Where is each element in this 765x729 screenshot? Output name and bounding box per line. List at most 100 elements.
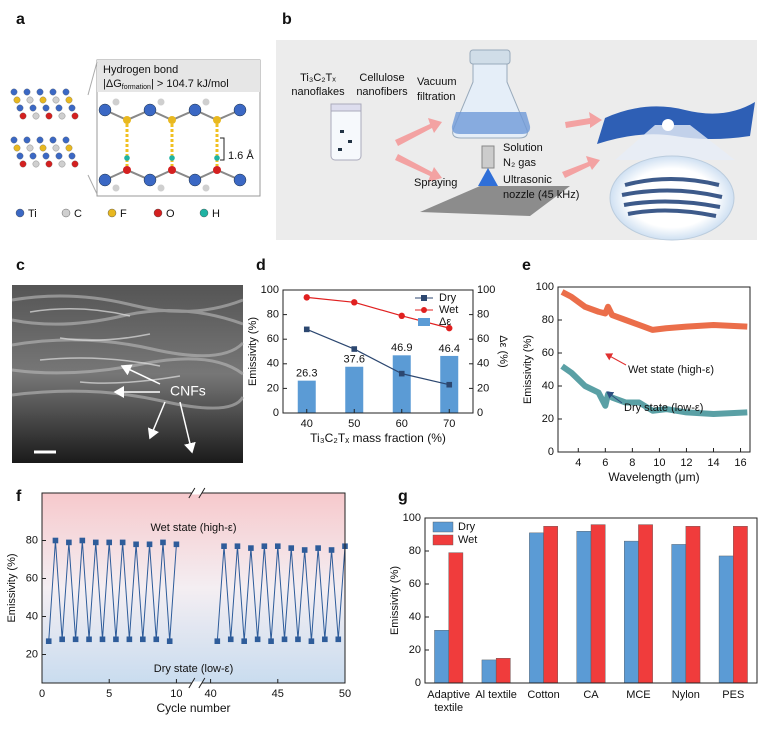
annotation: Wet state (high-ε) <box>150 522 236 534</box>
cnf-label: CNFs <box>170 383 206 399</box>
bar <box>590 524 606 684</box>
x-tick-label: 5 <box>106 688 112 700</box>
marker <box>281 636 288 643</box>
x-tick-label: 4 <box>575 457 581 469</box>
atom <box>123 166 131 174</box>
y-tick-label: 20 <box>26 648 38 660</box>
data-line <box>216 545 346 642</box>
x-axis-label: Cycle number <box>156 701 230 715</box>
atom <box>62 136 70 144</box>
atom <box>168 116 176 124</box>
atom <box>233 103 247 117</box>
y2-axis-label: Δε (%) <box>497 335 509 367</box>
marker <box>146 541 153 548</box>
nozzle <box>481 145 495 169</box>
flow-arrow <box>562 156 600 178</box>
y-tick-label: 20 <box>409 644 421 656</box>
atom <box>29 152 37 160</box>
marker <box>351 346 358 352</box>
x-tick-label: 60 <box>396 418 408 430</box>
y-tick-label: 100 <box>261 284 279 296</box>
legend-symbol <box>199 208 209 218</box>
marker <box>398 370 405 377</box>
atom <box>32 112 40 120</box>
x-tick-label: 8 <box>629 457 635 469</box>
panel-label: f <box>16 488 22 505</box>
arrow <box>147 401 166 440</box>
atom <box>58 160 66 168</box>
zoom-beam <box>615 125 735 160</box>
film <box>597 102 755 144</box>
bar <box>638 524 653 684</box>
marker <box>315 545 321 551</box>
atom <box>169 155 175 161</box>
inset-title: Hydrogen bond <box>103 64 178 76</box>
marker <box>160 539 166 546</box>
x-tick-label: 45 <box>272 688 284 700</box>
marker <box>227 636 234 643</box>
y2-tick-label: 100 <box>477 284 495 296</box>
legend-marker <box>421 295 427 301</box>
bar <box>671 544 687 684</box>
atom <box>49 136 57 144</box>
lens <box>609 155 735 241</box>
marker <box>99 636 106 643</box>
break-mark <box>188 677 196 689</box>
marker <box>221 543 227 549</box>
atom <box>10 136 18 144</box>
atom <box>143 173 157 187</box>
atom <box>26 144 34 152</box>
atom <box>23 136 31 144</box>
marker <box>398 312 405 320</box>
bar <box>495 658 511 684</box>
y-tick-label: 80 <box>409 545 421 557</box>
legend-label: Dry <box>458 521 476 533</box>
data-label: 37.6 <box>344 354 365 366</box>
zoom-spot <box>662 119 674 131</box>
legend-symbol <box>61 208 71 218</box>
marker <box>446 381 453 388</box>
data-line <box>48 540 177 642</box>
atom <box>13 144 21 152</box>
y-tick-label: 100 <box>403 512 421 524</box>
marker <box>166 638 173 644</box>
bar <box>345 366 364 413</box>
y-tick-label: 20 <box>267 382 279 394</box>
atom <box>168 166 176 174</box>
label-nozzle: nozzle (45 kHz) <box>503 189 579 201</box>
atom <box>49 88 57 96</box>
x-tick-label: 50 <box>348 418 360 430</box>
legend-symbol <box>153 208 163 218</box>
label-mxene: Ti₃C₂Tₓ <box>300 72 336 84</box>
panel-label: a <box>16 11 25 28</box>
arrow <box>179 401 196 454</box>
marker <box>79 537 86 544</box>
atom <box>36 88 44 96</box>
marker <box>446 324 453 332</box>
plot-frame <box>557 286 751 453</box>
atom <box>68 152 76 160</box>
marker <box>308 638 315 644</box>
legend-swatch <box>418 318 430 326</box>
y-tick-label: 80 <box>267 309 279 321</box>
panel-label: e <box>522 257 531 274</box>
bar <box>624 540 639 684</box>
bar <box>481 659 497 684</box>
panel-a: Hydrogen bond |ΔGformation| > 104.7 kJ/m… <box>10 59 261 220</box>
marker <box>301 547 308 553</box>
energy-prefix: |ΔG <box>103 78 122 90</box>
annotation-arrow <box>605 353 627 366</box>
marker <box>322 636 328 643</box>
marker <box>214 638 221 644</box>
atom <box>19 112 27 120</box>
break-mark <box>198 487 206 499</box>
atom <box>36 136 44 144</box>
label-nozzle: Ultrasonic <box>503 174 552 186</box>
x-tick-label: 6 <box>602 457 608 469</box>
atom <box>55 104 63 112</box>
break-mark <box>198 677 206 689</box>
x-tick-label: Cotton <box>527 689 560 701</box>
y-tick-label: 60 <box>409 578 421 590</box>
legend-marker <box>421 307 427 313</box>
marker <box>303 294 310 301</box>
